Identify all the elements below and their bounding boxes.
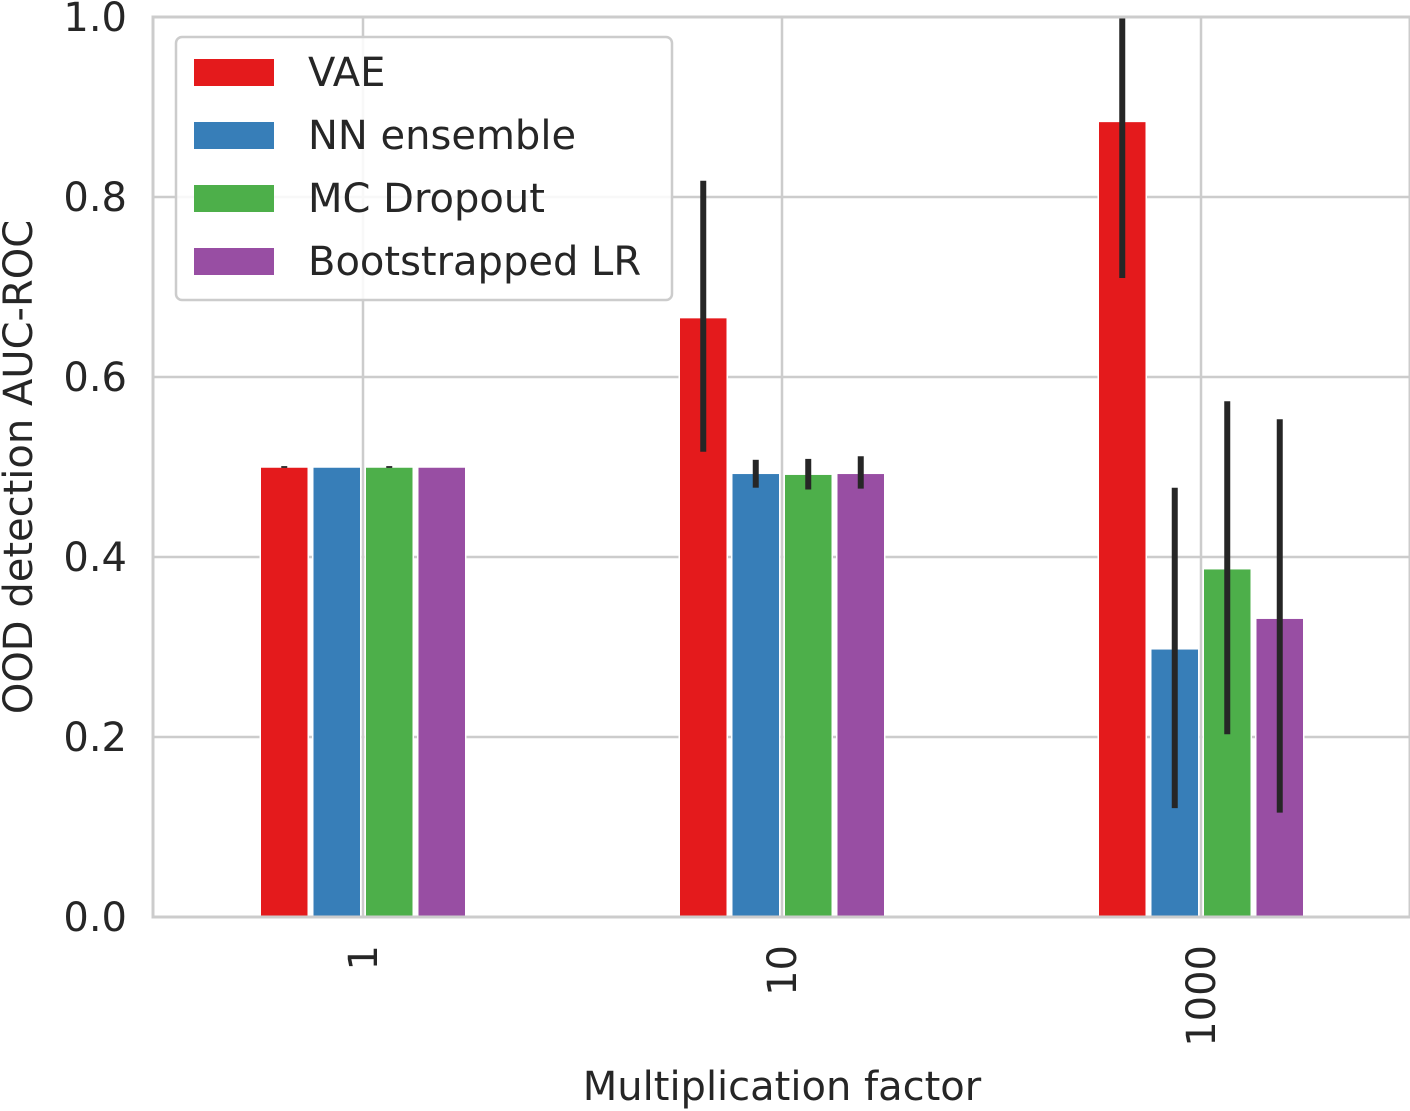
x-tick-label: 1 [341,945,387,970]
plot-frame [151,15,1410,919]
legend-label-bootstrapped-lr: Bootstrapped LR [308,239,641,285]
bar-mc-dropout-10 [783,473,833,918]
bar-mc-dropout-1 [364,466,414,918]
y-tick-label: 0.0 [63,895,127,941]
legend-swatch-vae [194,59,274,86]
legend-label-nn-ensemble: NN ensemble [308,113,576,159]
legend-box [174,35,674,302]
axes [151,15,1410,919]
legend: VAE NN ensemble MC Dropout Bootstrapped LR [174,35,674,302]
x-tick-label: 1000 [1179,945,1225,1047]
tick-labels: 0.0 0.2 0.4 0.6 0.8 1.0 1 10 1000 [63,0,1225,1047]
y-tick-label: 0.8 [63,175,127,221]
bar-bootstrapped-lr-10 [836,472,886,918]
y-tick-label: 0.2 [63,715,127,761]
legend-swatch-mc-dropout [194,185,274,212]
bar-vae-1 [259,466,309,918]
y-axis-label: OOD detection AUC-ROC [0,220,42,714]
legend-label-mc-dropout: MC Dropout [308,176,545,222]
y-tick-label: 0.6 [63,355,127,401]
x-axis-label: Multiplication factor [583,1064,982,1110]
error-bars [281,17,1283,813]
legend-label-vae: VAE [308,50,385,96]
bar-nn-ensemble-1 [312,466,362,918]
bar-bootstrapped-lr-1 [417,466,467,918]
x-tick-label: 10 [760,945,806,996]
y-tick-label: 1.0 [63,0,127,41]
legend-swatch-nn-ensemble [194,122,274,149]
y-tick-label: 0.4 [63,535,127,581]
legend-swatch-bootstrapped-lr [194,248,274,275]
bar-nn-ensemble-10 [731,472,781,918]
